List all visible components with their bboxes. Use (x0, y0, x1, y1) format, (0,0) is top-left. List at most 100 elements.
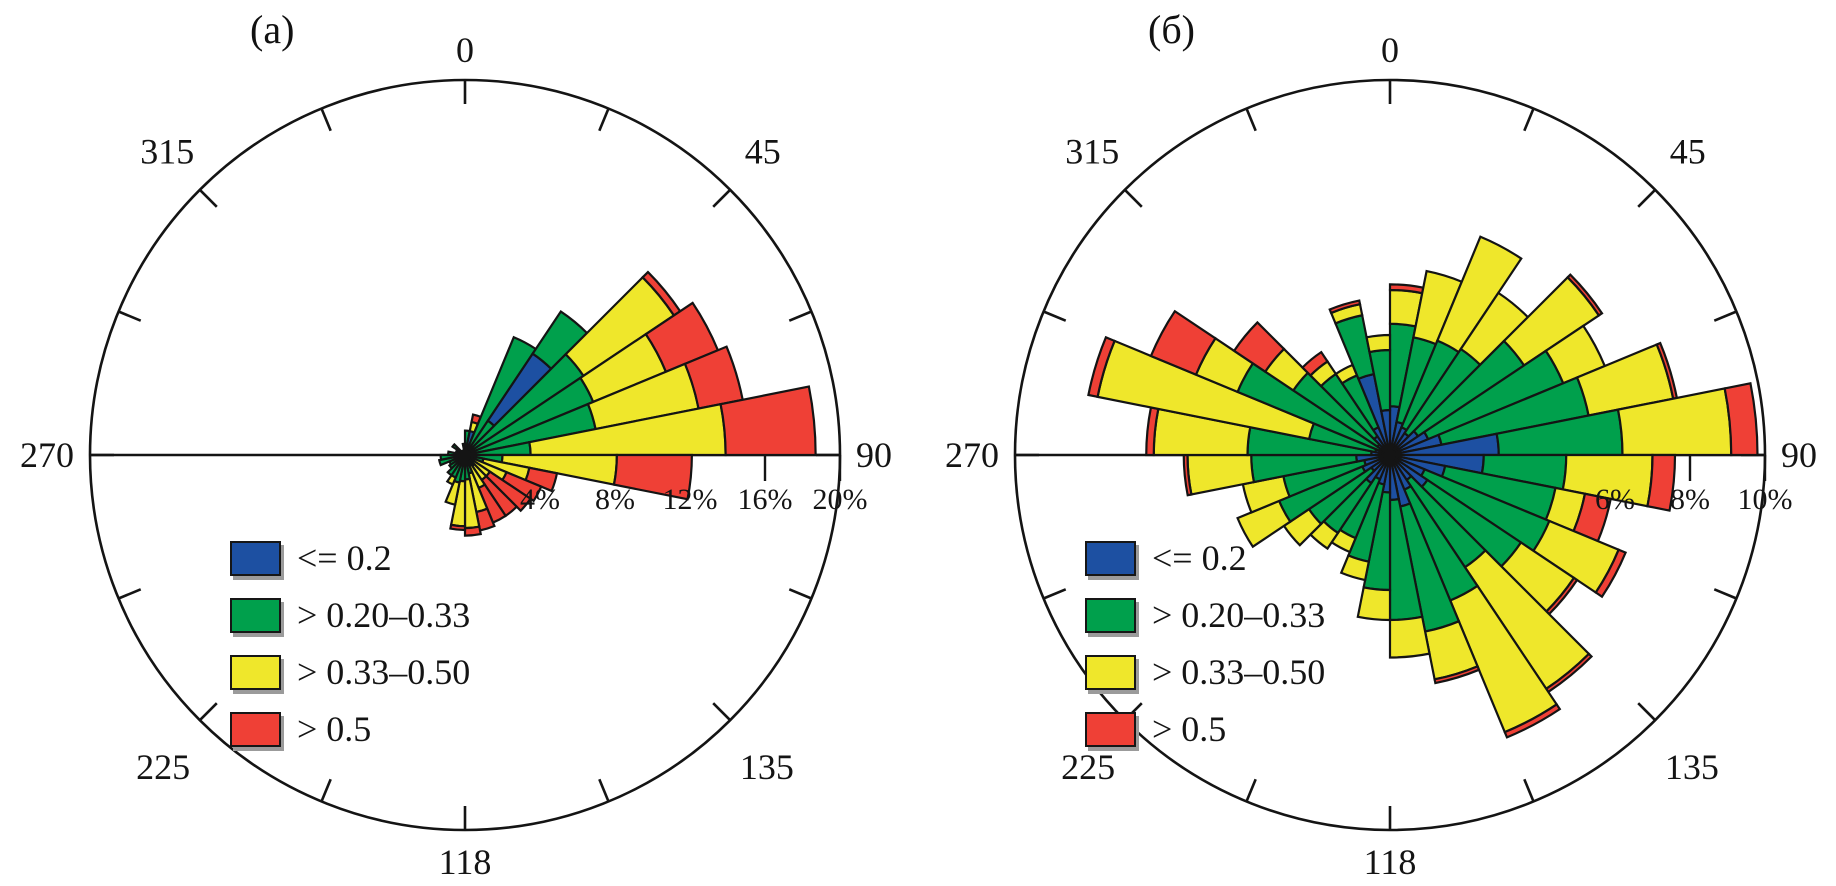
legend-item: <= 0.2 (1085, 535, 1325, 581)
legend-label: > 0.5 (1152, 709, 1227, 749)
radial-scale-label: 8% (595, 483, 635, 516)
rose-petal-segment (1433, 664, 1481, 685)
compass-tick (1123, 188, 1143, 208)
compass-tick (198, 702, 218, 722)
rose-petal-segment (1328, 299, 1362, 315)
legend-swatch-red (230, 711, 281, 747)
radial-scale-label: 12% (663, 483, 718, 516)
compass-tick (712, 188, 732, 208)
compass-label: 0 (1381, 30, 1399, 70)
radial-scale-label: 10% (1738, 483, 1793, 516)
legend-swatch-green (230, 597, 281, 633)
compass-label: 225 (1061, 747, 1115, 787)
rose-petal-segment (1356, 586, 1392, 622)
panel-label-b: (б) (1148, 7, 1195, 52)
compass-label: 225 (136, 747, 190, 787)
compass-tick (1245, 108, 1257, 132)
compass-label: 270 (945, 435, 999, 475)
legend-swatch-yellow (1085, 654, 1136, 690)
compass-tick (1043, 588, 1067, 600)
compass-label: 90 (1781, 435, 1817, 475)
rose-petal-segment (463, 525, 483, 537)
compass-tick (118, 310, 142, 322)
legend-swatch-red (1085, 711, 1136, 747)
legend-item: > 0.33–0.50 (1085, 649, 1325, 695)
compass-label: 118 (1364, 842, 1417, 882)
rose-petal-segment (1646, 453, 1677, 512)
radial-scale-label: 6% (1595, 483, 1635, 516)
rose-petal-segment (1566, 273, 1604, 317)
rose-petal-segment (484, 470, 533, 513)
compass-tick (1523, 108, 1535, 132)
rose-petal-segment (1149, 309, 1217, 377)
rose-petal-segment (439, 453, 466, 462)
compass-tick (712, 702, 732, 722)
radial-scale-label: 4% (520, 483, 560, 516)
legend-item: > 0.5 (1085, 706, 1325, 752)
rose-petal-segment (1365, 333, 1392, 354)
legend-item: > 0.33–0.50 (230, 649, 470, 695)
legend-panel-a: <= 0.2 > 0.20–0.33 > 0.33–0.50 > 0.5 (230, 535, 470, 752)
radial-scale-label: 20% (813, 483, 868, 516)
rose-petal-segment (1723, 382, 1759, 457)
legend-swatch-yellow (230, 654, 281, 690)
radial-scale-label: 8% (1670, 483, 1710, 516)
compass-tick (598, 778, 610, 802)
rose-petal-segment (444, 479, 461, 506)
compass-label: 315 (1065, 131, 1119, 171)
compass-label: 0 (456, 30, 474, 70)
legend-panel-b: <= 0.2 > 0.20–0.33 > 0.33–0.50 > 0.5 (1085, 535, 1325, 752)
legend-item: > 0.5 (230, 706, 470, 752)
rose-petal-segment (1087, 335, 1117, 399)
rose-petal-segment (1388, 615, 1431, 659)
compass-tick (1523, 778, 1535, 802)
compass-label: 270 (20, 435, 74, 475)
compass-tick (320, 778, 332, 802)
rose-petal-segment (719, 385, 817, 457)
compass-label: 45 (1670, 131, 1706, 171)
compass-tick (1713, 588, 1737, 600)
legend-item: > 0.20–0.33 (1085, 592, 1325, 638)
legend-label: <= 0.2 (1152, 538, 1247, 578)
legend-label: > 0.33–0.50 (297, 652, 471, 692)
rose-petal-segment (500, 470, 543, 503)
rose-petal-segment (1236, 499, 1292, 549)
rose-petal-segment (1300, 350, 1330, 378)
rose-petal-segment (1503, 702, 1562, 739)
legend-item: > 0.20–0.33 (230, 592, 470, 638)
compass-tick (1713, 310, 1737, 322)
legend-swatch-green (1085, 597, 1136, 633)
compass-tick (1043, 310, 1067, 322)
legend-swatch-blue (1085, 540, 1136, 576)
rose-petal-segment (612, 453, 693, 501)
compass-tick (1245, 778, 1257, 802)
rose-hub (459, 449, 471, 461)
compass-tick (118, 588, 142, 600)
compass-tick (320, 108, 332, 132)
compass-label: 45 (745, 131, 781, 171)
rose-petal-segment (445, 473, 458, 486)
compass-tick (1637, 702, 1657, 722)
compass-label: 90 (856, 435, 892, 475)
radial-scale-label: 16% (738, 483, 793, 516)
compass-tick (788, 310, 812, 322)
compass-label: 135 (1665, 747, 1719, 787)
compass-tick (598, 108, 610, 132)
rose-petal-segment (1232, 320, 1286, 374)
legend-label: > 0.20–0.33 (297, 595, 471, 635)
legend-swatch-blue (230, 540, 281, 576)
rose-petal-segment (1594, 548, 1628, 599)
legend-item: <= 0.2 (230, 535, 470, 581)
compass-label: 315 (140, 131, 194, 171)
panel-label-a: (а) (250, 7, 295, 52)
compass-label: 118 (439, 842, 492, 882)
rose-hub (1384, 449, 1396, 461)
rose-petal-segment (1339, 554, 1371, 582)
legend-label: <= 0.2 (297, 538, 392, 578)
compass-tick (788, 588, 812, 600)
compass-label: 135 (740, 747, 794, 787)
legend-label: > 0.20–0.33 (1152, 595, 1326, 635)
rose-petal-segment (524, 466, 559, 493)
